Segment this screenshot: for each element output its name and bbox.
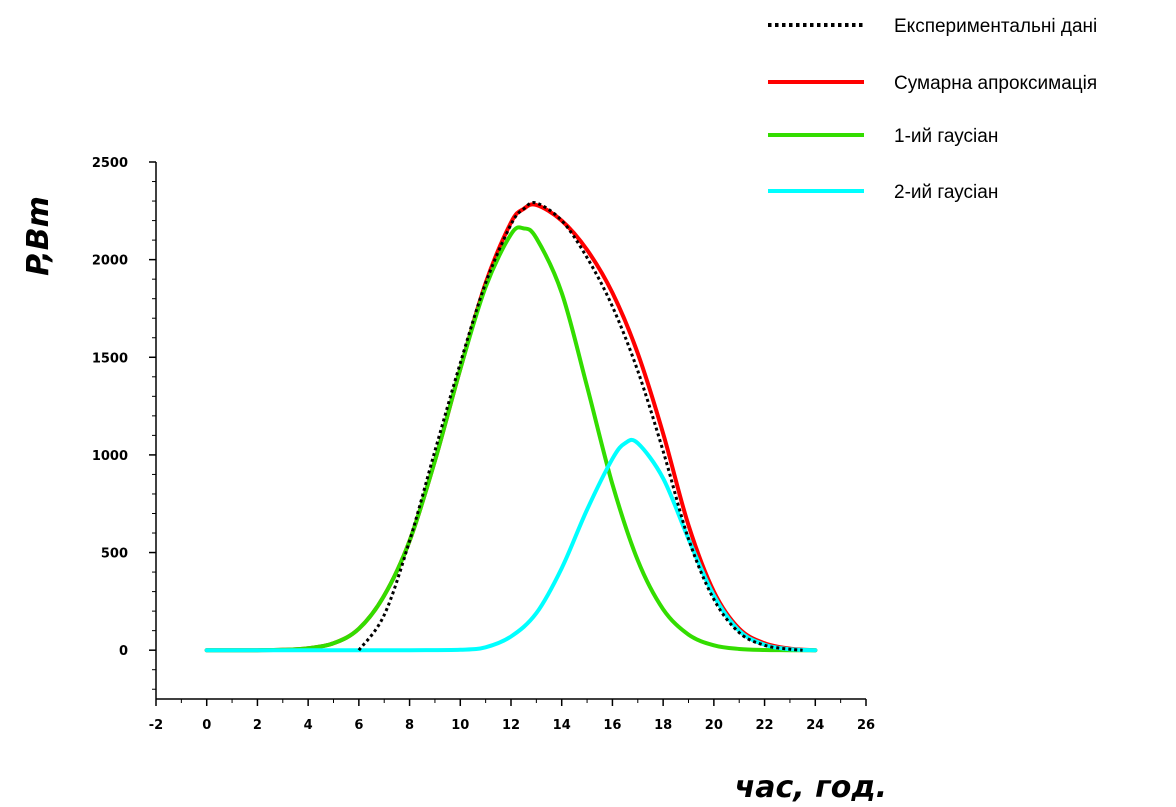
- y-tick-label: 0: [119, 644, 128, 659]
- x-tick-label: 6: [354, 718, 363, 733]
- legend-label-3: 1-ий гаусіан: [894, 126, 998, 147]
- series-layer: [204, 201, 818, 653]
- legend-label-4: 2-ий гаусіан: [894, 182, 998, 203]
- x-tick-label: 12: [502, 718, 520, 733]
- x-tick-label: 22: [756, 718, 774, 733]
- x-tick-label: 18: [654, 718, 672, 733]
- x-axis-ticks: -2 0 2 4 6 8 10 12 14 16 18 20 22 24 26: [149, 699, 875, 733]
- legend-label-2: Сумарна апроксимація: [894, 73, 1097, 94]
- series-line-4: [204, 437, 818, 653]
- x-tick-label: 24: [806, 718, 824, 733]
- y-tick-label: 2000: [92, 254, 128, 269]
- legend: Експериментальні дані Сумарна апроксимаці…: [768, 16, 1097, 203]
- series-line-2: [204, 202, 818, 653]
- x-tick-label: 26: [857, 718, 875, 733]
- x-tick-label: 0: [202, 718, 211, 733]
- x-tick-label: 14: [553, 718, 571, 733]
- x-tick-label: 8: [405, 718, 414, 733]
- x-tick-label: 2: [253, 718, 262, 733]
- x-tick-label: 10: [451, 718, 469, 733]
- x-tick-label: 4: [304, 718, 313, 733]
- x-tick-label: 20: [705, 718, 723, 733]
- series-line-1: [357, 201, 803, 652]
- y-tick-label: 1000: [92, 449, 128, 464]
- y-axis-ticks: 0 500 1000 1500 2000 2500: [92, 156, 156, 690]
- y-tick-label: 2500: [92, 156, 128, 171]
- y-axis-title: P,Bm: [21, 196, 56, 276]
- y-tick-label: 500: [101, 547, 128, 562]
- series-line-3: [204, 225, 818, 653]
- x-axis-title: час, год.: [735, 770, 887, 805]
- y-tick-label: 1500: [92, 351, 128, 366]
- x-tick-label: 16: [603, 718, 621, 733]
- legend-label-1: Експериментальні дані: [894, 16, 1097, 37]
- x-tick-label: -2: [149, 718, 163, 733]
